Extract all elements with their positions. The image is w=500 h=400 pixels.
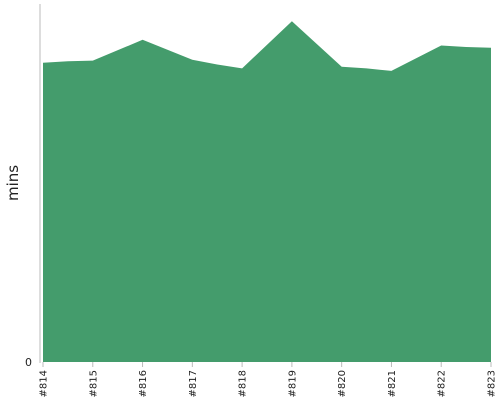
x-tick-label: #817 [188,370,199,397]
y-axis-label: mins [4,165,22,201]
x-tick-label: #818 [238,370,249,397]
x-tick-labels: #814 #815 #816 #817 #818 #819 #820 #821 #822 #823 [39,362,498,397]
x-tick-label: #823 [487,370,498,397]
y-tick-label-0: 0 [25,356,32,369]
x-tick-label: #821 [387,370,398,397]
area-layer [43,21,491,362]
x-tick-label: #819 [287,370,298,397]
x-tick-label: #822 [437,370,448,397]
x-tick-label: #820 [337,370,348,397]
x-tick-label: #816 [138,370,149,397]
area-series [43,21,491,362]
x-tick-label: #815 [88,370,99,397]
x-tick-label: #814 [39,370,50,397]
